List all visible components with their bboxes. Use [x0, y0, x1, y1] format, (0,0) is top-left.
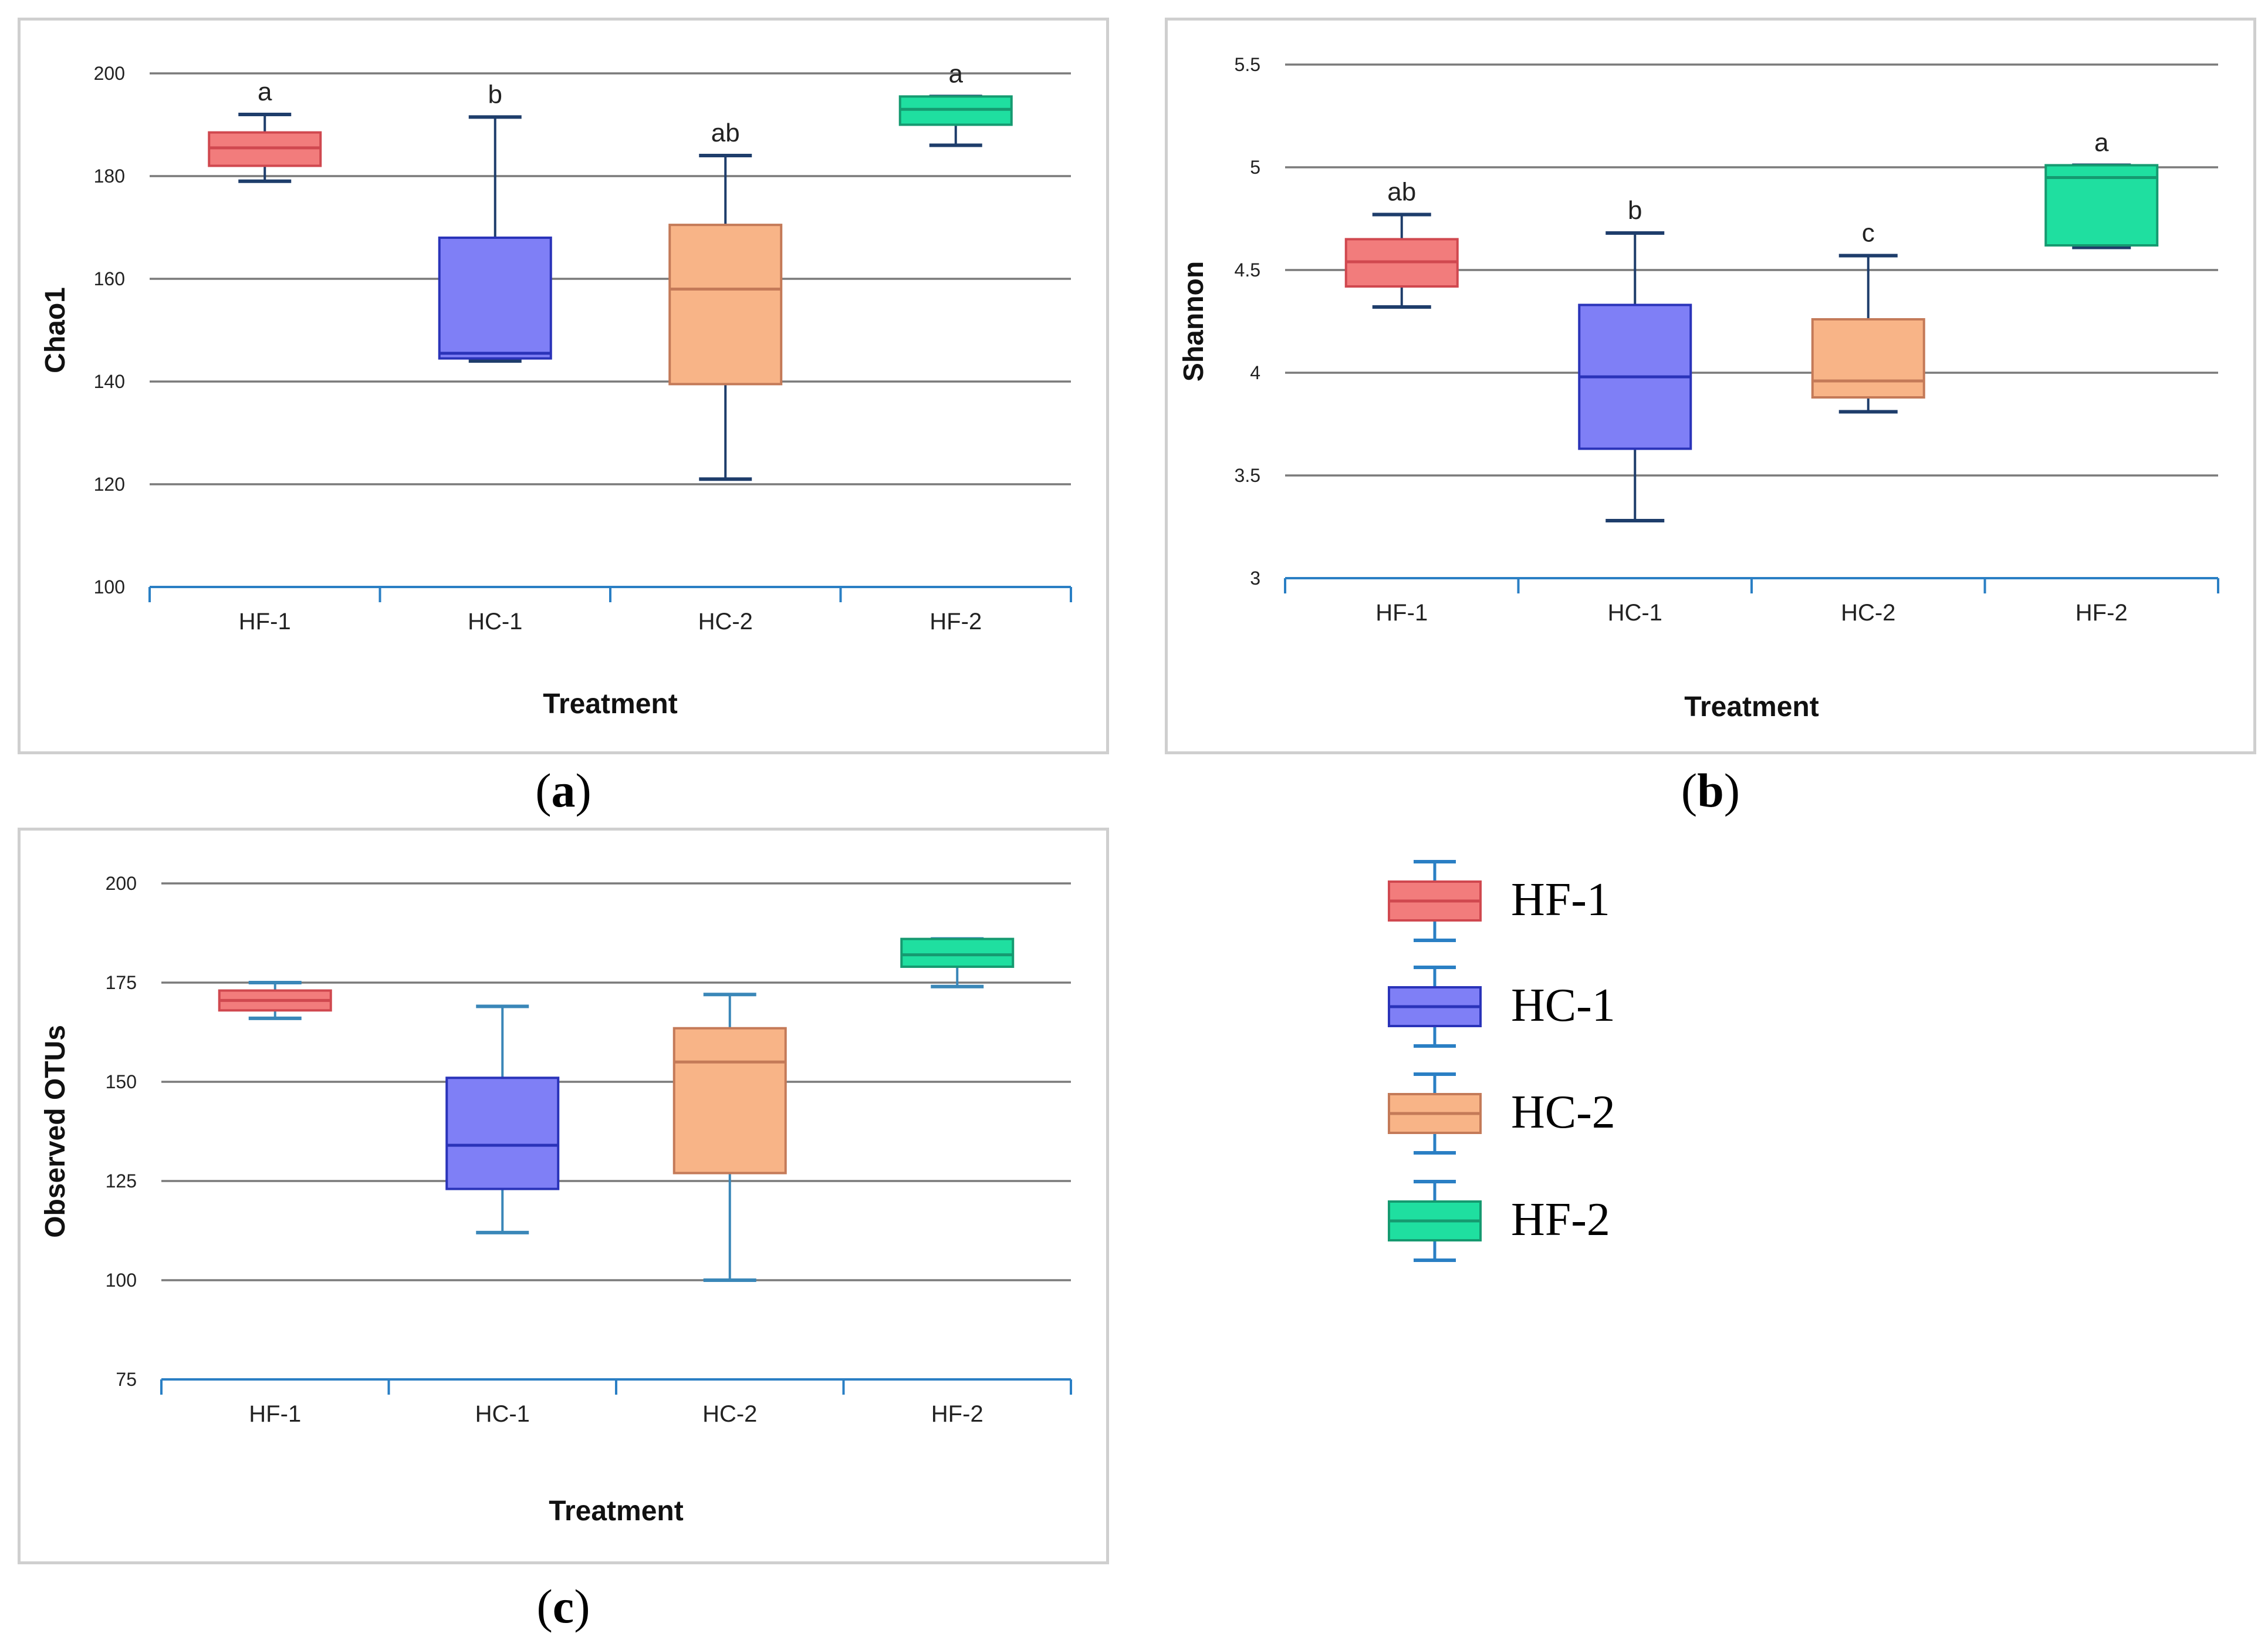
legend-label-hf1: HF-1 [1511, 874, 1610, 926]
chart-panel-c: 75 100 125 150 175 200 Observed OTUs Treatment H… [18, 828, 1109, 1564]
box-hf-2 [898, 95, 1013, 147]
box-hf-2 [900, 937, 1015, 988]
caption-a: (a) [535, 764, 591, 817]
legend-item-hc2: HC-2 [1385, 1069, 1737, 1158]
x-tick-label: HF-1 [249, 1401, 301, 1427]
box-hc-1 [445, 1004, 560, 1234]
significance-letter: ab [711, 119, 740, 147]
legend-label-hc1: HC-1 [1511, 980, 1615, 1031]
y-tick-label: 4.5 [1235, 259, 1260, 281]
x-axis-title: Treatment [543, 689, 677, 720]
significance-letter: ab [1387, 178, 1416, 207]
chart-panel-a: 100 120 140 160 180 200 Chao1 Treatment HF-1 a HC-… [18, 18, 1109, 754]
legend: HF-1 HC-1 HC-2 HF-2 [1385, 857, 1737, 1268]
y-tick-label: 75 [116, 1369, 137, 1390]
box-hf-1 [218, 981, 332, 1020]
significance-letter: a [949, 59, 964, 88]
box-hf-2 [2044, 163, 2159, 249]
legend-label-hc2: HC-2 [1511, 1086, 1615, 1138]
box-hc-1 [438, 115, 552, 363]
significance-letter: b [1628, 196, 1642, 225]
significance-letter: a [258, 77, 272, 106]
box-hc-2 [668, 154, 783, 481]
y-tick-label: 120 [94, 474, 125, 495]
y-tick-label: 160 [94, 268, 125, 289]
x-tick-label: HF-2 [931, 1401, 983, 1427]
box-iqr [438, 237, 552, 360]
box-iqr [900, 937, 1015, 968]
x-axis-title: Treatment [1684, 691, 1819, 723]
box-hc-1 [1578, 231, 1692, 522]
x-tick-label: HF-1 [1375, 600, 1428, 626]
x-tick-label: HC-1 [468, 609, 522, 635]
caption-c: (c) [536, 1580, 590, 1633]
box-hc-2 [672, 993, 787, 1282]
box-hf-1 [1344, 212, 1459, 309]
y-tick-label: 150 [106, 1071, 137, 1092]
x-tick-label: HC-2 [698, 609, 753, 635]
chao1-boxplot: 100 120 140 160 180 200 Chao1 Treatment HF-1 a HC-… [40, 59, 1072, 720]
x-tick-label: HC-2 [1841, 600, 1895, 626]
box-hf-1 [208, 113, 322, 183]
x-tick-label: HF-1 [239, 609, 291, 635]
shannon-boxplot: 3 3.5 4 4.5 5 5.5 Shannon Treatment HF-1 ab HC-1 b H… [1178, 54, 2219, 723]
x-tick-label: HF-2 [929, 609, 982, 635]
x-tick-label: HC-2 [702, 1401, 757, 1427]
x-tick-label: HC-1 [475, 1401, 530, 1427]
y-tick-label: 3 [1250, 568, 1260, 589]
box-iqr [1811, 318, 1925, 399]
legend-swatch-hc1 [1388, 966, 1482, 1048]
legend-label-hf2: HF-2 [1511, 1194, 1610, 1246]
y-axis-title: Observed OTUs [40, 1025, 71, 1238]
y-tick-label: 175 [106, 972, 137, 993]
y-tick-label: 4 [1250, 362, 1260, 383]
y-axis-title: Shannon [1178, 261, 1209, 382]
box-iqr [668, 224, 783, 386]
y-tick-label: 3.5 [1235, 465, 1260, 486]
significance-letter: a [2094, 129, 2109, 157]
y-tick-label: 5.5 [1235, 54, 1260, 75]
x-tick-label: HF-2 [2076, 600, 2128, 626]
y-tick-label: 125 [106, 1170, 137, 1192]
x-axis-title: Treatment [549, 1496, 683, 1527]
observed-otus-boxplot: 75 100 125 150 175 200 Observed OTUs Treatment H… [40, 873, 1072, 1527]
y-tick-label: 100 [94, 576, 125, 598]
significance-letter: b [488, 80, 502, 109]
legend-item-hf2: HF-2 [1385, 1177, 1737, 1265]
legend-swatch-hf1 [1388, 860, 1482, 942]
y-axis-title: Chao1 [40, 287, 71, 373]
legend-swatch-hf2 [1388, 1180, 1482, 1262]
legend-item-hf1: HF-1 [1385, 857, 1737, 945]
legend-swatch-hc2 [1388, 1072, 1482, 1155]
legend-item-hc1: HC-1 [1385, 963, 1737, 1051]
y-tick-label: 5 [1250, 157, 1260, 178]
x-tick-label: HC-1 [1608, 600, 1662, 626]
box-iqr [445, 1077, 560, 1190]
y-tick-label: 200 [94, 63, 125, 84]
significance-letter: c [1862, 219, 1875, 248]
y-tick-label: 140 [94, 371, 125, 392]
y-tick-label: 100 [106, 1270, 137, 1291]
y-tick-label: 200 [106, 873, 137, 894]
y-tick-label: 180 [94, 166, 125, 187]
chart-panel-b: 3 3.5 4 4.5 5 5.5 Shannon Treatment HF-1 ab HC-1 b H… [1165, 18, 2256, 754]
box-iqr [672, 1027, 787, 1175]
box-hc-2 [1811, 254, 1925, 414]
caption-b: (b) [1681, 764, 1740, 817]
